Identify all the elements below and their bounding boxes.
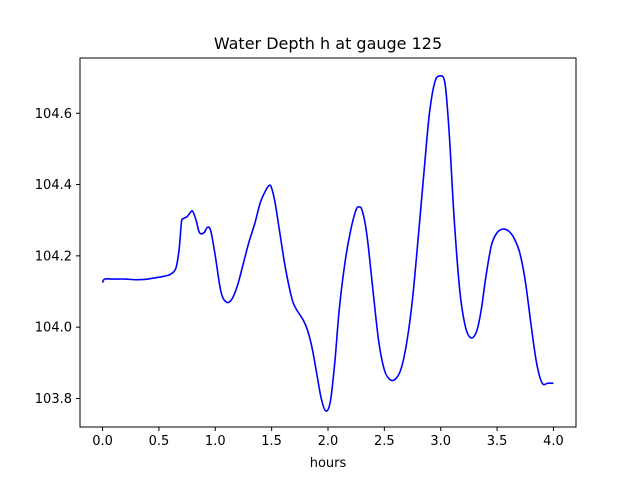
y-tick-label: 103.8 [35, 392, 72, 407]
y-tick-label: 104.6 [35, 107, 72, 122]
x-tick-label: 1.0 [205, 434, 226, 449]
plot-frame [79, 57, 577, 428]
y-tick-label: 104.2 [35, 249, 72, 264]
x-tick-label: 2.5 [374, 434, 395, 449]
y-tick-label: 104.0 [35, 321, 72, 336]
x-tick-label: 1.5 [261, 434, 282, 449]
x-axis: 0.0 0.5 1.0 1.5 2.0 2.5 3.0 3.5 4.0 [92, 427, 564, 449]
x-tick-label: 0.0 [92, 434, 113, 449]
chart-title: Water Depth h at gauge 125 [214, 34, 442, 53]
series-line [101, 74, 554, 412]
x-axis-label: hours [310, 456, 347, 471]
x-tick-label: 3.5 [487, 434, 508, 449]
x-tick-label: 4.0 [543, 434, 564, 449]
x-tick-label: 3.0 [430, 434, 451, 449]
y-tick-label: 104.4 [35, 178, 72, 193]
x-tick-label: 2.0 [318, 434, 339, 449]
y-axis: 103.8 104.0 104.2 104.4 104.6 [35, 107, 80, 407]
x-tick-label: 0.5 [149, 434, 170, 449]
